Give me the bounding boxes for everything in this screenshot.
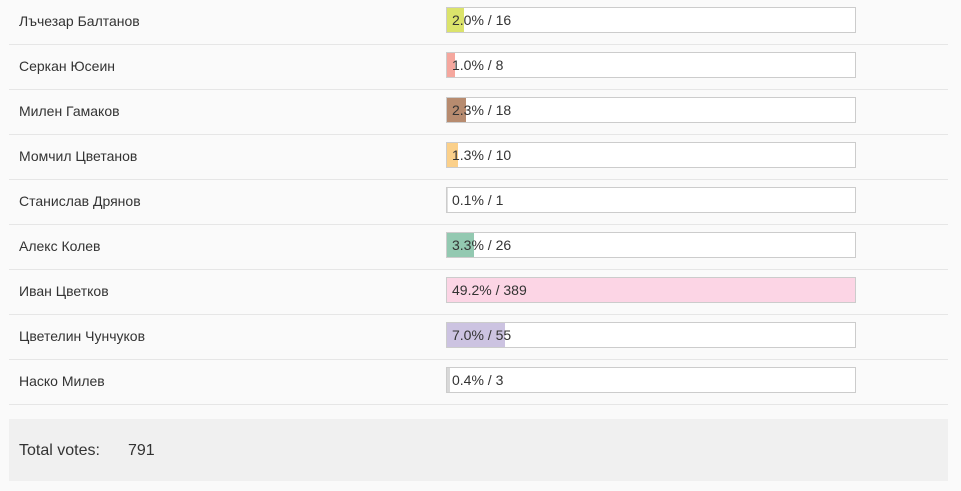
poll-row: Момчил Цветанов 1.3% / 10 — [9, 135, 948, 180]
candidate-name: Наско Милев — [19, 373, 105, 389]
candidate-name: Иван Цветков — [19, 283, 109, 299]
result-text: 1.0% / 8 — [452, 57, 504, 73]
result-text: 0.4% / 3 — [452, 372, 504, 388]
poll-row: Станислав Дрянов 0.1% / 1 — [9, 180, 948, 225]
poll-row: Алекс Колев 3.3% / 26 — [9, 225, 948, 270]
result-bar — [447, 53, 456, 77]
result-bar-track: 0.4% / 3 — [446, 367, 856, 393]
candidate-name: Милен Гамаков — [19, 103, 120, 119]
total-value: 791 — [128, 442, 155, 459]
result-bar-track: 49.2% / 389 — [446, 277, 856, 303]
candidate-name: Лъчезар Балтанов — [19, 13, 140, 29]
result-bar-track: 2.3% / 18 — [446, 97, 856, 123]
result-text: 0.1% / 1 — [452, 192, 504, 208]
result-text: 7.0% / 55 — [452, 327, 512, 343]
result-bar — [447, 323, 506, 347]
result-bar — [447, 368, 451, 392]
result-bar — [447, 8, 464, 32]
result-text: 2.0% / 16 — [452, 12, 512, 28]
footer: Total votes: 791 — [9, 419, 948, 481]
candidate-name: Момчил Цветанов — [19, 148, 138, 164]
result-text: 49.2% / 389 — [452, 282, 527, 298]
poll-row: Наско Милев 0.4% / 3 — [9, 360, 948, 405]
result-bar — [447, 98, 467, 122]
result-text: 2.3% / 18 — [452, 102, 512, 118]
result-text: 1.3% / 10 — [452, 147, 512, 163]
result-bar-track: 3.3% / 26 — [446, 232, 856, 258]
result-bar — [447, 188, 448, 212]
result-bar — [447, 233, 475, 257]
candidate-name: Серкан Юсеин — [19, 58, 116, 74]
total-label: Total votes: — [19, 442, 100, 459]
result-bar — [447, 143, 458, 167]
poll-row: Лъчезар Балтанов 2.0% / 16 — [9, 0, 948, 45]
poll-row: Цветелин Чунчуков 7.0% / 55 — [9, 315, 948, 360]
result-bar-track: 1.3% / 10 — [446, 142, 856, 168]
result-text: 3.3% / 26 — [452, 237, 512, 253]
result-bar-track: 2.0% / 16 — [446, 7, 856, 33]
poll-row: Серкан Юсеин 1.0% / 8 — [9, 45, 948, 90]
candidate-name: Цветелин Чунчуков — [19, 328, 146, 344]
poll-row: Иван Цветков 49.2% / 389 — [9, 270, 948, 315]
result-bar-track: 1.0% / 8 — [446, 52, 856, 78]
result-bar — [447, 278, 855, 302]
result-bar-track: 7.0% / 55 — [446, 322, 856, 348]
poll-row: Милен Гамаков 2.3% / 18 — [9, 90, 948, 135]
candidate-name: Станислав Дрянов — [19, 193, 141, 209]
result-bar-track: 0.1% / 1 — [446, 187, 856, 213]
candidate-name: Алекс Колев — [19, 238, 101, 254]
